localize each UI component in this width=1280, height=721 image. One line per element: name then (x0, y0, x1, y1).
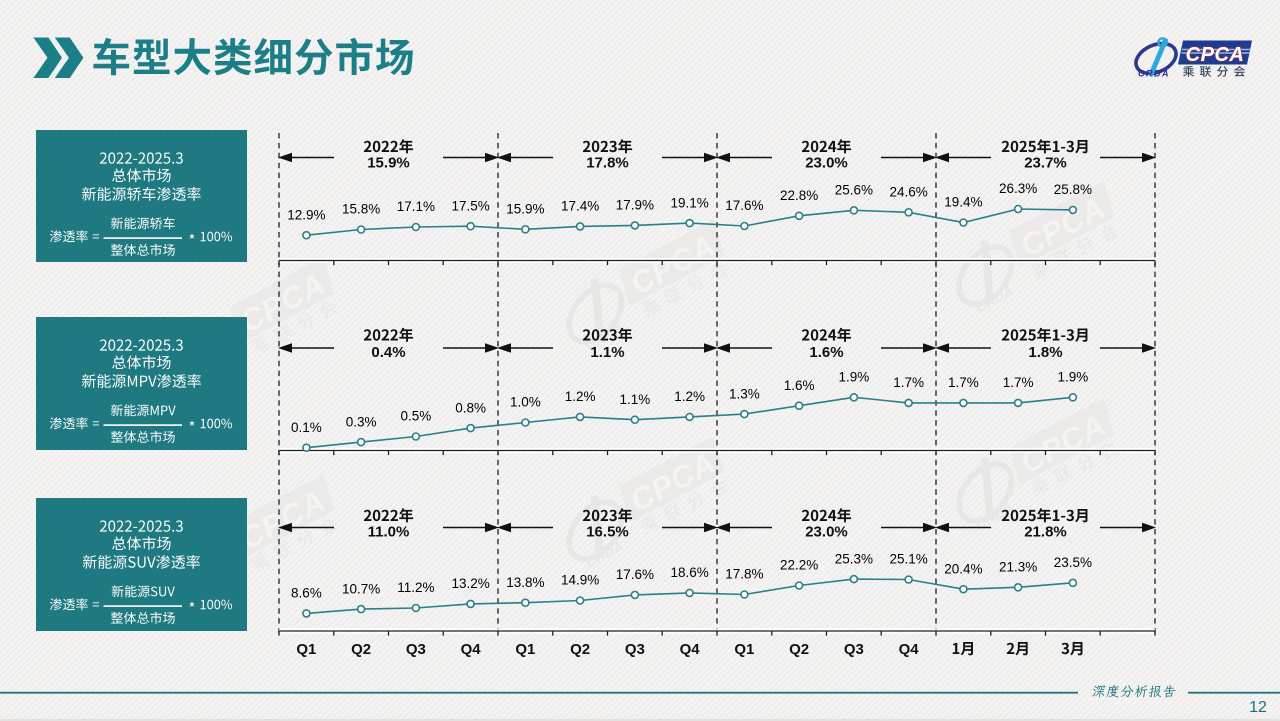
svg-text:1.6%: 1.6% (809, 344, 843, 361)
svg-text:1.6%: 1.6% (784, 378, 815, 393)
svg-text:19.4%: 19.4% (944, 195, 982, 210)
svg-text:17.1%: 17.1% (397, 199, 435, 214)
svg-text:23.0%: 23.0% (805, 155, 848, 172)
svg-text:Q1: Q1 (296, 641, 316, 658)
svg-text:21.8%: 21.8% (1024, 524, 1067, 541)
svg-text:8.6%: 8.6% (291, 586, 322, 601)
svg-text:20.4%: 20.4% (944, 561, 982, 576)
svg-text:Q2: Q2 (570, 641, 590, 658)
svg-text:11.2%: 11.2% (397, 580, 434, 595)
svg-text:13.8%: 13.8% (506, 575, 544, 590)
svg-text:21.3%: 21.3% (999, 560, 1037, 575)
svg-text:1.1%: 1.1% (620, 392, 651, 407)
svg-text:1.3%: 1.3% (729, 386, 760, 401)
svg-text:22.2%: 22.2% (780, 558, 818, 573)
svg-text:0.5%: 0.5% (401, 409, 432, 424)
svg-text:1.7%: 1.7% (1003, 375, 1034, 390)
svg-text:23.5%: 23.5% (1054, 555, 1092, 570)
svg-text:23.0%: 23.0% (805, 524, 848, 541)
svg-text:Q2: Q2 (789, 641, 809, 658)
svg-text:17.6%: 17.6% (616, 567, 654, 582)
svg-text:CRDA: CRDA (1138, 69, 1170, 79)
svg-text:14.9%: 14.9% (561, 573, 599, 588)
svg-text:Q4: Q4 (461, 641, 482, 658)
svg-text:Q3: Q3 (406, 641, 426, 658)
svg-text:Q1: Q1 (515, 641, 535, 658)
svg-text:1.9%: 1.9% (1058, 370, 1089, 385)
svg-text:25.3%: 25.3% (835, 551, 873, 566)
svg-text:0.1%: 0.1% (291, 420, 322, 435)
svg-text:17.6%: 17.6% (725, 198, 763, 213)
svg-text:16.5%: 16.5% (586, 524, 629, 541)
svg-text:12.9%: 12.9% (287, 207, 325, 222)
svg-text:10.7%: 10.7% (342, 581, 380, 596)
svg-text:12: 12 (1249, 699, 1267, 716)
svg-text:1.2%: 1.2% (565, 389, 596, 404)
svg-text:Q3: Q3 (625, 641, 645, 658)
svg-text:1.7%: 1.7% (893, 375, 924, 390)
svg-text:25.6%: 25.6% (835, 183, 873, 198)
svg-text:24.6%: 24.6% (889, 185, 927, 200)
svg-text:17.8%: 17.8% (725, 567, 763, 582)
svg-text:Q3: Q3 (844, 641, 864, 658)
svg-text:17.4%: 17.4% (561, 199, 599, 214)
svg-text:15.9%: 15.9% (506, 202, 544, 217)
svg-text:17.8%: 17.8% (586, 155, 629, 172)
svg-text:1.7%: 1.7% (948, 375, 979, 390)
svg-text:0.4%: 0.4% (371, 344, 405, 361)
svg-text:11.0%: 11.0% (368, 524, 410, 541)
svg-text:1.2%: 1.2% (674, 389, 705, 404)
svg-text:1.0%: 1.0% (510, 395, 541, 410)
svg-text:15.9%: 15.9% (367, 155, 410, 172)
svg-text:Q1: Q1 (734, 641, 754, 658)
svg-text:17.9%: 17.9% (616, 198, 654, 213)
svg-text:23.7%: 23.7% (1024, 155, 1067, 172)
svg-text:0.3%: 0.3% (346, 414, 377, 429)
svg-text:CPCA: CPCA (1186, 44, 1245, 66)
svg-text:Q4: Q4 (680, 641, 701, 658)
svg-text:18.6%: 18.6% (670, 565, 708, 580)
svg-text:13.2%: 13.2% (451, 576, 489, 591)
svg-text:19.1%: 19.1% (670, 195, 708, 210)
svg-text:15.8%: 15.8% (342, 202, 380, 217)
svg-text:0.8%: 0.8% (455, 400, 486, 415)
svg-text:Q4: Q4 (899, 641, 920, 658)
svg-text:25.1%: 25.1% (889, 552, 927, 567)
svg-text:17.5%: 17.5% (451, 198, 489, 213)
svg-text:1.1%: 1.1% (590, 344, 624, 361)
svg-text:25.8%: 25.8% (1054, 182, 1092, 197)
svg-text:26.3%: 26.3% (999, 181, 1037, 196)
svg-text:22.8%: 22.8% (780, 188, 818, 203)
svg-text:1.8%: 1.8% (1028, 344, 1062, 361)
svg-text:1.9%: 1.9% (839, 370, 870, 385)
svg-text:Q2: Q2 (351, 641, 371, 658)
